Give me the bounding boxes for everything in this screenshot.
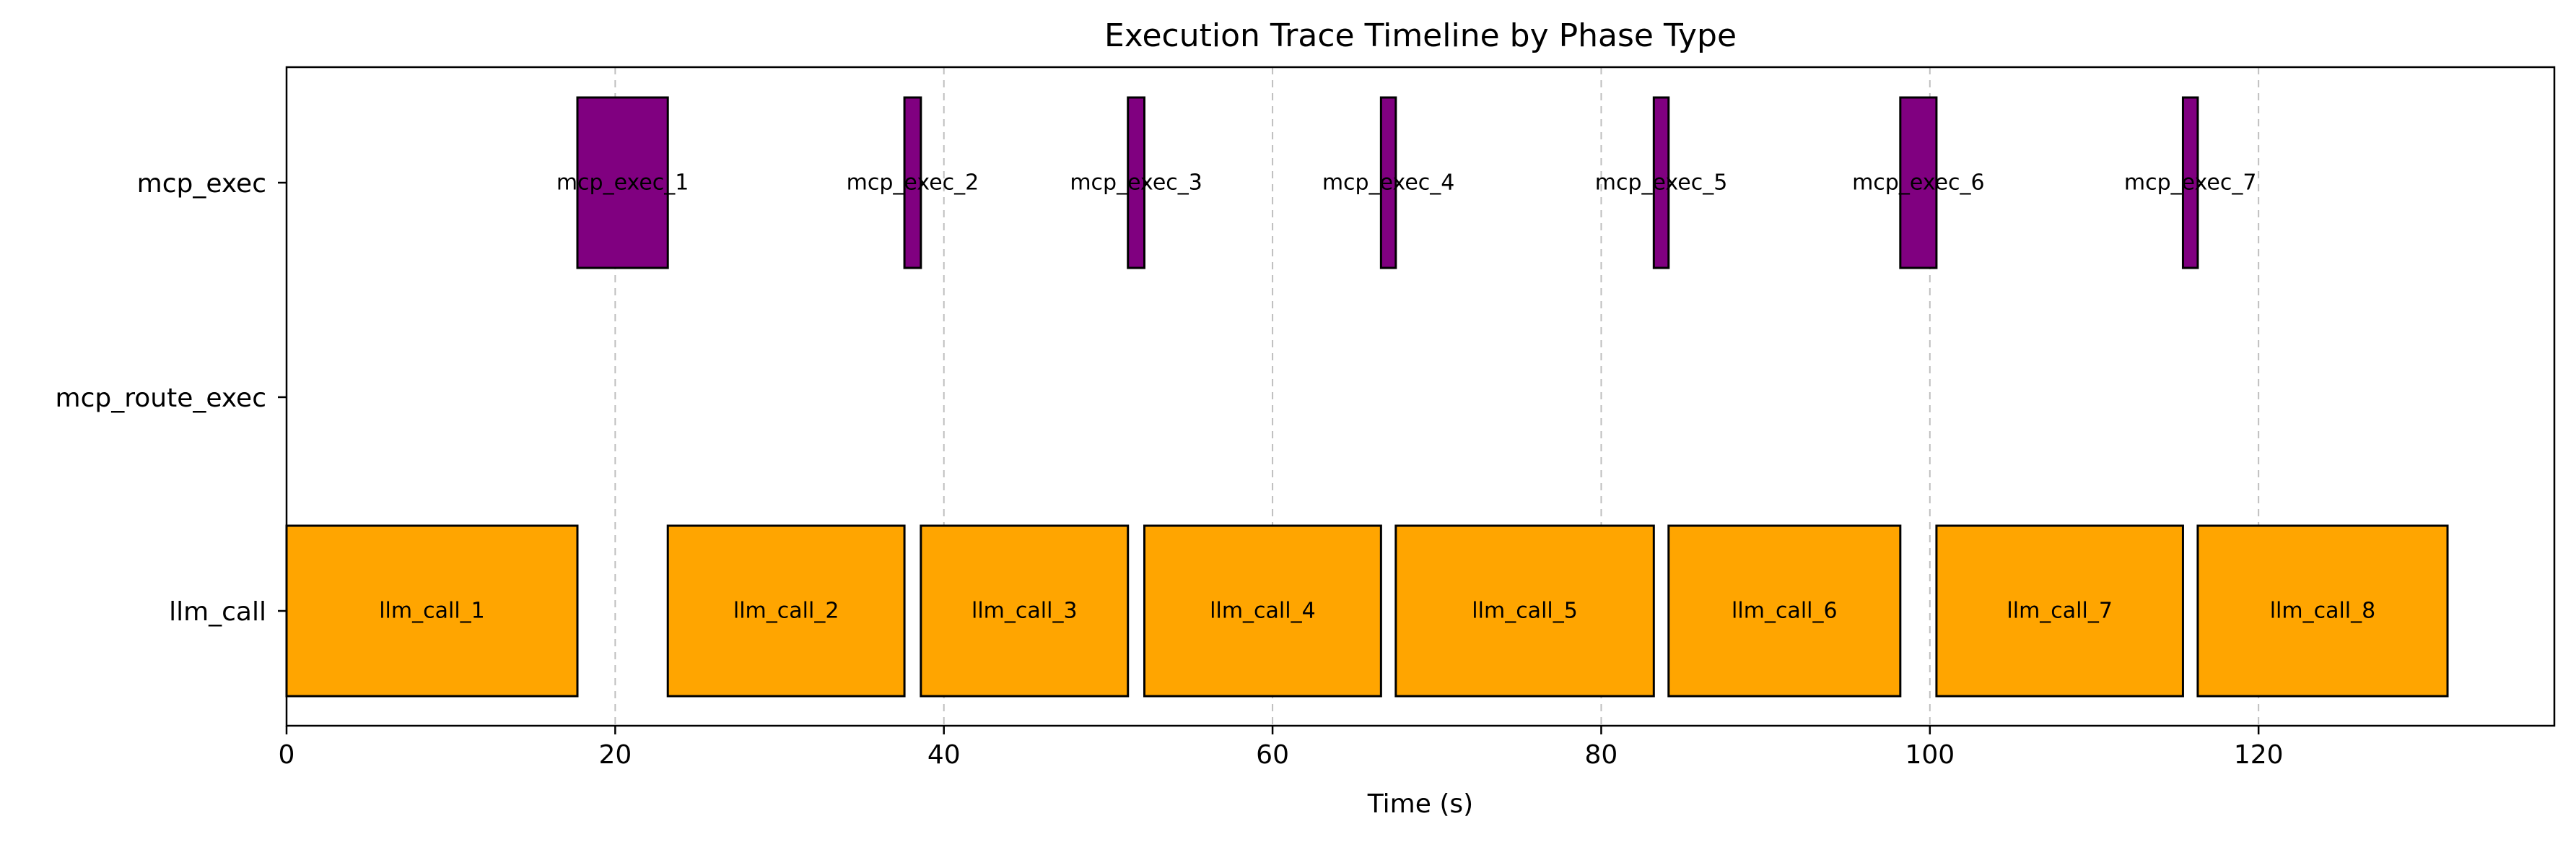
bar-label: llm_call_2 <box>733 599 839 624</box>
llm_call-bar <box>1394 524 1655 698</box>
llm_call-bar <box>666 524 906 698</box>
x-tick-label: 100 <box>1905 740 1955 770</box>
mcp_exec-bar <box>1127 96 1145 269</box>
y-ticks-layer: mcp_exec mcp_route_exec llm_call <box>56 169 287 627</box>
bar-label: mcp_exec_2 <box>847 170 979 196</box>
bar-label: mcp_exec_7 <box>2124 170 2257 196</box>
mcp_exec-bar <box>1899 96 1938 269</box>
bar-labels-layer: llm_call_1 llm_call_2 llm_call_3 llm_call_4… <box>379 170 2375 624</box>
x-tick-label: 60 <box>1256 740 1289 770</box>
bar-label: llm_call_8 <box>2270 599 2376 624</box>
bar-label: mcp_exec_6 <box>1852 170 1985 196</box>
mcp_exec-bar <box>1379 96 1397 269</box>
bar-label: mcp_exec_5 <box>1595 170 1728 196</box>
bars-layer <box>285 96 2449 698</box>
bar-label: llm_call_5 <box>1472 599 1578 624</box>
x-axis-label: Time (s) <box>1367 789 1473 819</box>
llm_call-bar <box>285 524 579 698</box>
x-tick-label: 80 <box>1585 740 1618 770</box>
mcp_exec-bar <box>1652 96 1670 269</box>
x-tick-label: 0 <box>279 740 295 770</box>
y-tick-label: mcp_exec <box>137 169 266 199</box>
llm_call-bar <box>2196 524 2449 698</box>
chart-title: Execution Trace Timeline by Phase Type <box>1104 17 1737 54</box>
bar-label: mcp_exec_4 <box>1322 170 1455 196</box>
x-ticks-layer: 0 20 40 60 80 100 120 <box>279 726 2284 770</box>
bar-label: llm_call_4 <box>1210 599 1316 624</box>
x-tick-label: 40 <box>927 740 961 770</box>
llm_call-bar <box>1935 524 2184 698</box>
x-tick-label: 120 <box>2234 740 2284 770</box>
mcp_exec-bar <box>2181 96 2199 269</box>
mcp_exec-bar <box>576 96 669 269</box>
bar-label: llm_call_3 <box>972 599 1078 624</box>
llm_call-bar <box>1667 524 1902 698</box>
mcp_exec-bar <box>903 96 922 269</box>
y-tick-label: mcp_route_exec <box>56 383 266 413</box>
llm_call-bar <box>920 524 1130 698</box>
y-tick-label: llm_call <box>169 597 266 627</box>
x-tick-label: 20 <box>598 740 632 770</box>
bar-label: mcp_exec_3 <box>1070 170 1202 196</box>
bar-label: llm_call_7 <box>2007 599 2113 624</box>
bar-label: llm_call_1 <box>379 599 485 624</box>
bar-label: llm_call_6 <box>1732 599 1838 624</box>
bar-label: mcp_exec_1 <box>556 170 689 196</box>
llm_call-bar <box>1143 524 1382 698</box>
